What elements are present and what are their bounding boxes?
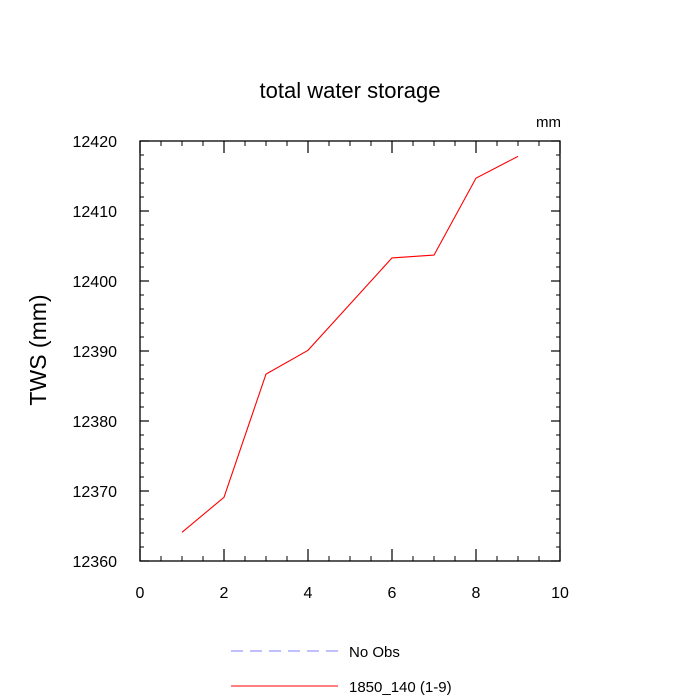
y-tick-label: 12410 [73, 204, 118, 221]
series-group [181, 155, 519, 533]
chart-title: total water storage [260, 78, 441, 103]
x-tick-label: 6 [388, 585, 397, 602]
x-tick-label: 8 [472, 585, 481, 602]
legend-label-0: No Obs [349, 644, 400, 661]
y-tick-label: 12380 [73, 414, 118, 431]
axis-ticks [139, 140, 561, 562]
x-tick-label: 2 [220, 585, 229, 602]
plot-frame [139, 140, 561, 562]
units-label: mm [536, 114, 561, 131]
x-tick-label: 0 [136, 585, 145, 602]
tick-labels: 0 2 4 6 8 10 12360 12370 12380 12390 12400 12410 124… [73, 134, 570, 602]
legend-label-1: 1850_140 (1-9) [349, 679, 452, 696]
series-line-1 [181, 155, 519, 533]
y-tick-label: 12390 [73, 344, 118, 361]
y-axis-label: TWS (mm) [25, 294, 51, 405]
y-tick-label: 12420 [73, 134, 118, 151]
y-tick-label: 12360 [73, 554, 118, 571]
y-tick-label: 12400 [73, 274, 118, 291]
legend: No Obs 1850_140 (1-9) [231, 644, 452, 696]
y-tick-label: 12370 [73, 484, 118, 501]
x-tick-label: 10 [551, 585, 569, 602]
x-tick-label: 4 [304, 585, 313, 602]
